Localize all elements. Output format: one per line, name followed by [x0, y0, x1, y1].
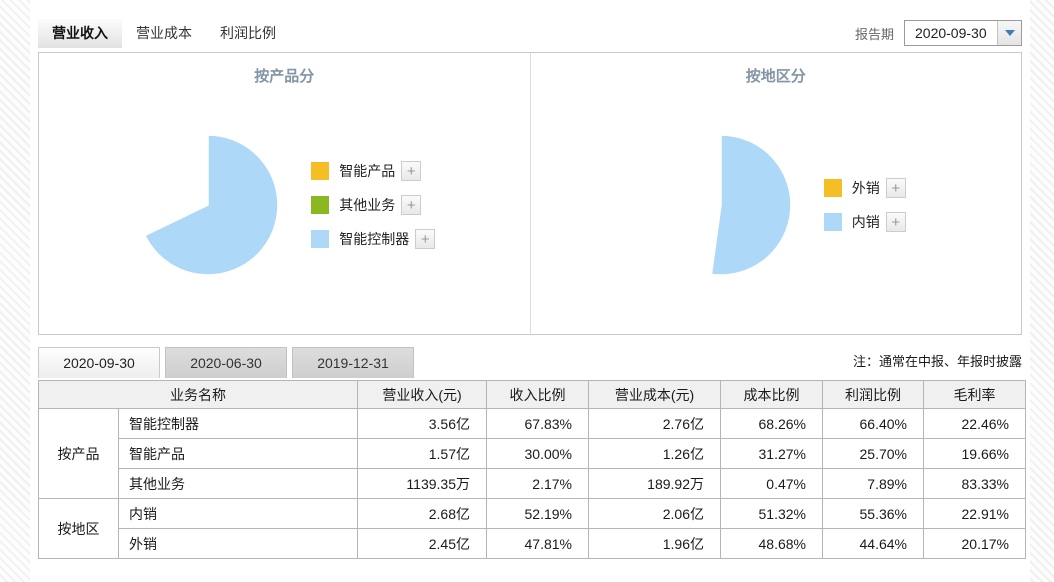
- cell-cost-ratio: 51.32%: [720, 498, 823, 529]
- cell-profit-ratio: 55.36%: [822, 498, 924, 529]
- business-breakdown-table: 业务名称 营业收入(元) 收入比例 营业成本(元) 成本比例 利润比例 毛利率 …: [38, 380, 1026, 559]
- cell-gross-margin: 19.66%: [923, 438, 1026, 469]
- cell-profit-ratio: 25.70%: [822, 438, 924, 469]
- cell-revenue-ratio: 52.19%: [486, 498, 589, 529]
- legend-by-region: 外销 + 内销 +: [823, 171, 906, 239]
- cell-revenue-ratio: 67.83%: [486, 408, 589, 439]
- col-header-cost-ratio: 成本比例: [720, 380, 823, 409]
- charts-panel: 按产品分 智能产品 + 其他业务 + 智能: [38, 52, 1022, 335]
- cell-revenue: 1139.35万: [357, 468, 487, 499]
- chart-body: 外销 + 内销 +: [531, 86, 1022, 324]
- table-row: 智能产品 1.57亿 30.00% 1.26亿 31.27% 25.70% 19…: [39, 438, 1026, 469]
- col-header-gross-margin: 毛利率: [923, 380, 1026, 409]
- cell-business-name: 内销: [118, 498, 358, 529]
- legend-label: 外销: [851, 180, 880, 196]
- chart-section-by-region: 按地区分 外销 + 内销 +: [529, 53, 1022, 334]
- cell-cost-ratio: 48.68%: [720, 528, 823, 559]
- page: 营业收入 营业成本 利润比例 报告期 2020-09-30 按产品分 智能产品 …: [30, 0, 1030, 582]
- report-period-label: 报告期: [854, 26, 894, 42]
- cell-business-name: 其他业务: [118, 468, 358, 499]
- legend-item-smart-controllers: 智能控制器 +: [311, 229, 436, 249]
- group-cell-by-region: 按地区: [38, 498, 119, 559]
- cell-gross-margin: 22.91%: [923, 498, 1026, 529]
- pie-chart-by-product[interactable]: [133, 130, 283, 280]
- cell-revenue: 2.45亿: [357, 528, 487, 559]
- cell-cost: 2.76亿: [588, 408, 721, 439]
- cell-revenue: 2.68亿: [357, 498, 487, 529]
- tab-operating-cost[interactable]: 营业成本: [136, 24, 192, 41]
- cell-revenue: 1.57亿: [357, 438, 487, 469]
- pie-chart-by-region[interactable]: [646, 130, 796, 280]
- pie-slice-0-2[interactable]: [144, 134, 279, 276]
- legend-swatch-icon[interactable]: [311, 196, 330, 214]
- cell-gross-margin: 83.33%: [923, 468, 1026, 499]
- col-header-business-name: 业务名称: [38, 380, 358, 409]
- legend-item-other-business: 其他业务 +: [311, 195, 435, 215]
- legend-add-button[interactable]: +: [415, 229, 436, 249]
- cell-cost: 1.26亿: [588, 438, 721, 469]
- cell-cost-ratio: 0.47%: [720, 468, 823, 499]
- table-row: 外销 2.45亿 47.81% 1.96亿 48.68% 44.64% 20.1…: [39, 528, 1026, 559]
- legend-swatch-icon[interactable]: [823, 213, 842, 231]
- table-row: 按产品 智能控制器 3.56亿 67.83% 2.76亿 68.26% 66.4…: [38, 408, 1026, 499]
- tab-operating-revenue[interactable]: 营业收入: [38, 18, 122, 48]
- legend-label: 内销: [851, 214, 880, 230]
- tab-profit-ratio[interactable]: 利润比例: [220, 24, 276, 41]
- legend-swatch-icon[interactable]: [311, 230, 330, 248]
- cell-business-name: 智能控制器: [118, 408, 358, 439]
- chart-title-by-product: 按产品分: [254, 68, 315, 85]
- legend-label: 其他业务: [339, 197, 396, 213]
- cell-revenue-ratio: 2.17%: [486, 468, 589, 499]
- cell-business-name: 外销: [118, 528, 358, 559]
- cell-revenue-ratio: 30.00%: [486, 438, 589, 469]
- col-header-cost: 营业成本(元): [588, 380, 721, 409]
- cell-cost-ratio: 68.26%: [720, 408, 823, 439]
- cell-revenue-ratio: 47.81%: [486, 528, 589, 559]
- date-tab-bar: 2020-09-30 2020-06-30 2019-12-31 注：通常在中报…: [38, 347, 1022, 378]
- legend-add-button[interactable]: +: [885, 212, 906, 232]
- cell-profit-ratio: 7.89%: [822, 468, 924, 499]
- legend-label: 智能产品: [339, 163, 396, 179]
- group-cell-by-product: 按产品: [38, 408, 119, 499]
- table-row: 按地区 内销 2.68亿 52.19% 2.06亿 51.32% 55.36% …: [38, 498, 1026, 559]
- cell-gross-margin: 22.46%: [923, 408, 1026, 439]
- legend-label: 智能控制器: [339, 231, 410, 247]
- cell-business-name: 智能产品: [118, 438, 358, 469]
- table-row: 其他业务 1139.35万 2.17% 189.92万 0.47% 7.89% …: [39, 468, 1026, 499]
- col-header-revenue-ratio: 收入比例: [486, 380, 589, 409]
- legend-swatch-icon[interactable]: [823, 179, 842, 197]
- disclosure-note: 注：通常在中报、年报时披露: [852, 354, 1022, 369]
- date-tab-2019-12-31[interactable]: 2019-12-31: [292, 347, 414, 378]
- top-tab-bar: 营业收入 营业成本 利润比例 报告期 2020-09-30: [38, 18, 1022, 48]
- chevron-down-icon[interactable]: [997, 21, 1021, 45]
- pie-slice-1-1[interactable]: [710, 134, 792, 276]
- cell-gross-margin: 20.17%: [923, 528, 1026, 559]
- cell-cost: 189.92万: [588, 468, 721, 499]
- legend-add-button[interactable]: +: [401, 195, 422, 215]
- chart-section-by-product: 按产品分 智能产品 + 其他业务 + 智能: [39, 53, 530, 334]
- legend-by-product: 智能产品 + 其他业务 + 智能控制器 +: [311, 154, 436, 256]
- cell-cost: 1.96亿: [588, 528, 721, 559]
- legend-item-export-sales: 外销 +: [823, 178, 906, 198]
- chart-body: 智能产品 + 其他业务 + 智能控制器 +: [39, 86, 530, 324]
- date-tab-2020-06-30[interactable]: 2020-06-30: [165, 347, 287, 378]
- legend-add-button[interactable]: +: [885, 178, 906, 198]
- legend-add-button[interactable]: +: [401, 161, 422, 181]
- report-period-select[interactable]: 2020-09-30: [904, 20, 1022, 46]
- cell-cost: 2.06亿: [588, 498, 721, 529]
- col-header-profit-ratio: 利润比例: [822, 380, 924, 409]
- legend-swatch-icon[interactable]: [311, 162, 330, 180]
- report-period-value: 2020-09-30: [915, 25, 987, 41]
- date-tab-2020-09-30[interactable]: 2020-09-30: [38, 347, 160, 378]
- chart-title-by-region: 按地区分: [745, 68, 806, 85]
- table-header-row: 业务名称 营业收入(元) 收入比例 营业成本(元) 成本比例 利润比例 毛利率: [38, 380, 1026, 409]
- cell-cost-ratio: 31.27%: [720, 438, 823, 469]
- cell-profit-ratio: 44.64%: [822, 528, 924, 559]
- col-header-revenue: 营业收入(元): [357, 380, 487, 409]
- cell-revenue: 3.56亿: [357, 408, 487, 439]
- report-period: 报告期 2020-09-30: [855, 20, 1022, 46]
- legend-item-domestic-sales: 内销 +: [823, 212, 906, 232]
- cell-profit-ratio: 66.40%: [822, 408, 924, 439]
- legend-item-smart-products: 智能产品 +: [311, 161, 435, 181]
